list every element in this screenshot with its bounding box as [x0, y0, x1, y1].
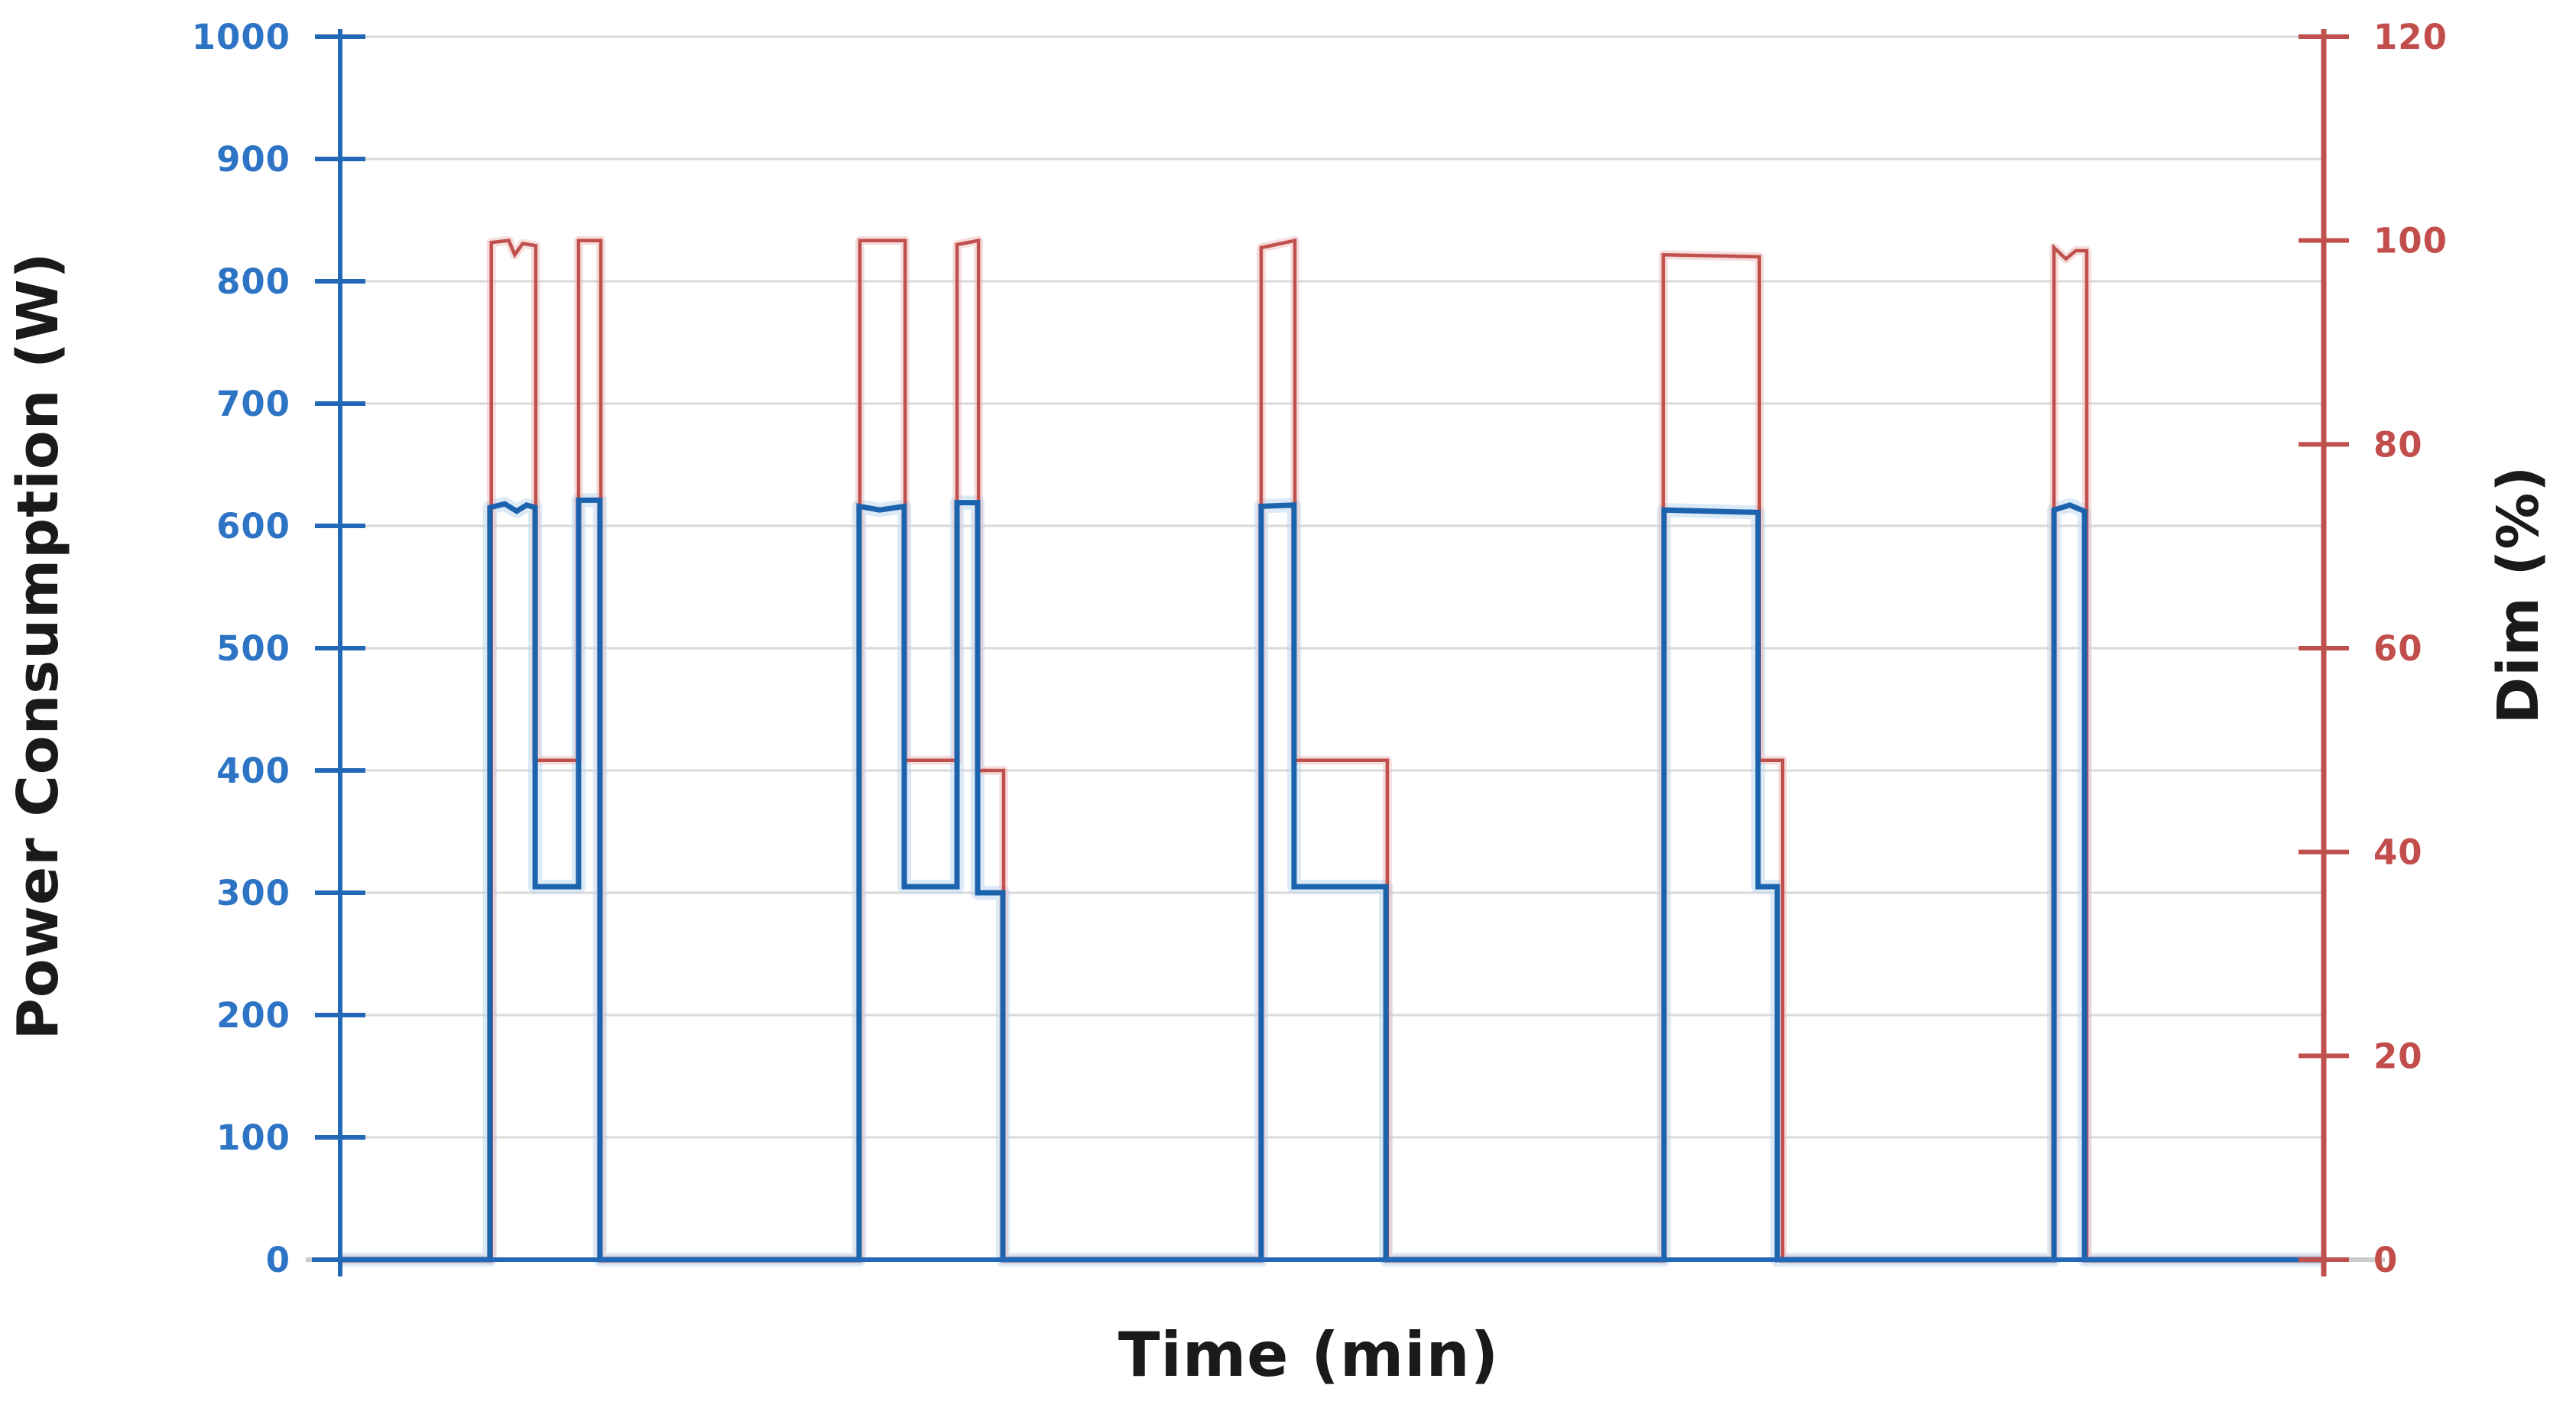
left-axis-tick-label: 600: [216, 506, 290, 547]
right-axis-tick-label: 60: [2373, 628, 2423, 669]
power-series-line: [340, 497, 2324, 1263]
gridlines: [306, 35, 2385, 1262]
right-axis-tick-label: 80: [2373, 424, 2423, 465]
left-axis-tick-label: 700: [216, 384, 290, 424]
series-halos: [340, 235, 2324, 1267]
left-axis-tick-label: 300: [216, 873, 290, 913]
right-axis-tick-label: 20: [2373, 1036, 2423, 1076]
left-axis-tick-label: 200: [216, 995, 290, 1036]
dim-series-halo: [340, 235, 2324, 1264]
left-axis-tick-label: 900: [216, 139, 290, 180]
tick-labels: 1000900800700600500400300200100012010080…: [192, 17, 2448, 1280]
left-axis-tick-label: 1000: [192, 17, 290, 57]
left-axis-tick-label: 400: [216, 751, 290, 791]
left-axis-title: Power Consumption (W): [5, 252, 71, 1040]
right-axis-tick-label: 100: [2373, 221, 2448, 261]
left-axis-tick-label: 500: [216, 628, 290, 669]
left-axis-tick-label: 0: [266, 1240, 290, 1280]
right-axis-tick-label: 0: [2373, 1240, 2398, 1280]
power-series-halo: [340, 493, 2324, 1267]
series-lines: [340, 238, 2324, 1263]
right-axis-title: Dim (%): [2486, 465, 2552, 724]
left-axis-tick-label: 800: [216, 261, 290, 302]
axes-and-ticks: [312, 29, 2349, 1276]
x-axis-title: Time (min): [1118, 1319, 1499, 1390]
right-axis-tick-label: 120: [2373, 17, 2448, 57]
left-axis-tick-label: 100: [216, 1117, 290, 1158]
dim-series-line: [340, 238, 2324, 1262]
right-axis-tick-label: 40: [2373, 832, 2423, 873]
